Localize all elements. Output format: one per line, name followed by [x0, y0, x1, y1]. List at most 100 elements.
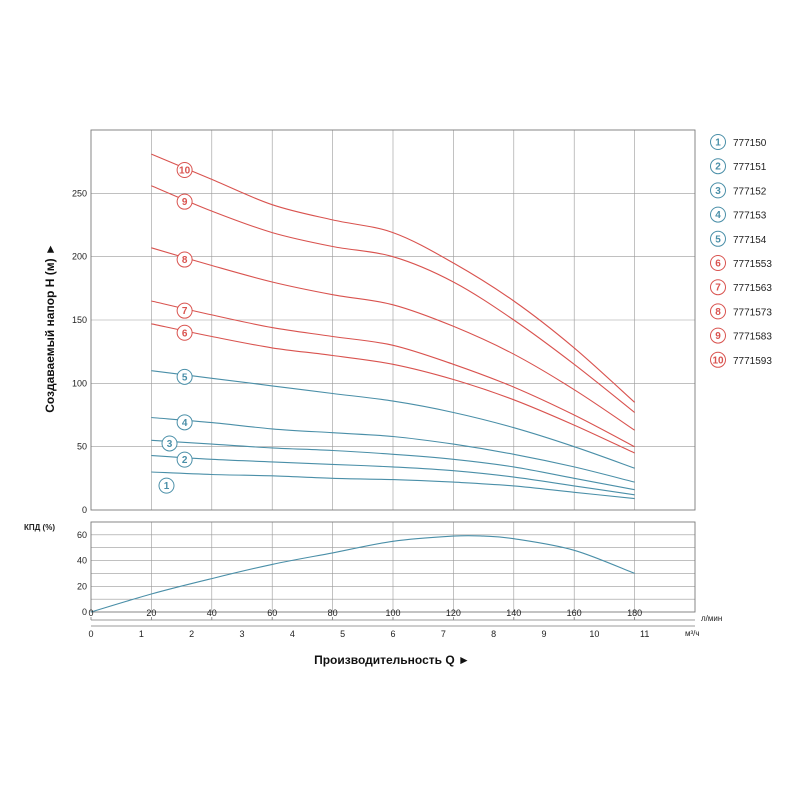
curve-marker-label-1: 1	[164, 481, 170, 492]
legend-marker-8	[710, 303, 726, 320]
x-m3h-tick-label: 1	[139, 629, 144, 639]
head-plot-frame	[90, 129, 696, 511]
legend-marker-10	[710, 351, 726, 368]
head-y-tick-label: 100	[72, 378, 87, 388]
curve-marker-label-9: 9	[182, 197, 188, 208]
x-m3h-tick-label: 2	[189, 629, 194, 639]
eff-y-tick-label: 20	[77, 581, 87, 591]
x-m3h-tick-label: 10	[589, 629, 599, 639]
eff-y-tick-label: 0	[82, 607, 87, 617]
x-m3h-tick-label: 4	[290, 629, 295, 639]
x-m3h-tick-label: 9	[541, 629, 546, 639]
head-curve-10	[151, 153, 635, 403]
legend-marker-label: 8	[715, 307, 721, 318]
curve-marker-10	[176, 162, 193, 178]
curve-marker-label-3: 3	[167, 439, 173, 450]
legend-item-code: 7771583	[733, 332, 772, 343]
x-m3h-tick-label: 7	[441, 629, 446, 639]
head-curve-1	[151, 471, 635, 500]
legend-marker-label: 1	[715, 138, 721, 149]
curve-marker-9	[176, 193, 193, 210]
x-lpm-tick-label: 60	[267, 608, 277, 618]
head-curve-2	[151, 454, 635, 496]
x-lpm-tick-label: 0	[88, 608, 93, 618]
legend-marker-label: 7	[715, 283, 721, 294]
legend-item-code: 7771573	[733, 307, 772, 318]
legend-marker-label: 6	[715, 259, 721, 270]
x-m3h-tick-label: 6	[390, 629, 395, 639]
legend-item-code: 777150	[733, 138, 767, 149]
legend-marker-label: 5	[715, 234, 721, 245]
curve-marker-2	[176, 451, 193, 468]
efficiency-curve	[90, 535, 635, 613]
x-m3h-tick-label: 11	[640, 629, 649, 639]
x-lpm-tick-label: 100	[385, 608, 400, 618]
legend-marker-7	[710, 279, 726, 296]
legend-item-code: 777153	[733, 211, 767, 222]
curve-marker-4	[176, 414, 193, 431]
legend-item-code: 7771563	[733, 283, 772, 294]
x-m3h-tick-label: 8	[491, 629, 496, 639]
x-m3h-tick-label: 5	[340, 629, 345, 639]
curve-marker-label-7: 7	[182, 306, 188, 317]
curve-marker-label-8: 8	[182, 255, 188, 266]
legend-marker-9	[710, 327, 726, 344]
x-lpm-tick-label: 140	[506, 608, 521, 618]
x-m3h-tick-label: 3	[239, 629, 244, 639]
curve-marker-1	[158, 477, 175, 494]
legend-item-code: 777151	[733, 162, 767, 173]
head-y-tick-label: 250	[72, 188, 87, 198]
x-lpm-tick-label: 160	[567, 608, 582, 618]
curve-marker-3	[161, 435, 178, 452]
curve-marker-label-6: 6	[182, 328, 188, 339]
eff-y-tick-label: 40	[77, 556, 87, 566]
legend-item-code: 777154	[733, 235, 767, 246]
head-curve-4	[151, 416, 635, 483]
x-lpm-tick-label: 40	[207, 608, 217, 618]
x-axis-title: Производительность Q ►	[314, 653, 470, 667]
head-curve-5	[151, 370, 635, 469]
head-y-tick-label: 150	[72, 315, 87, 325]
legend-item-code: 777152	[733, 186, 767, 197]
head-curve-6	[151, 323, 635, 454]
curve-marker-label-2: 2	[182, 455, 188, 466]
legend-marker-4	[710, 206, 726, 223]
head-y-tick-label: 50	[77, 442, 87, 452]
x-lpm-tick-label: 20	[146, 608, 156, 618]
head-curve-9	[151, 185, 635, 413]
legend-marker-label: 4	[715, 210, 721, 221]
eff-plot-frame	[90, 521, 696, 613]
head-curve-8	[151, 247, 635, 431]
x-lpm-unit: л/мин	[701, 614, 722, 623]
curve-marker-6	[176, 324, 193, 341]
legend-marker-3	[710, 182, 726, 199]
legend-marker-6	[710, 255, 726, 271]
head-y-tick-label: 0	[82, 505, 87, 515]
curve-marker-5	[176, 368, 193, 385]
curve-marker-label-5: 5	[182, 372, 188, 383]
x-lpm-tick-label: 80	[328, 608, 338, 618]
x-axes: 0 20 40 60 80 100 120 140 160 180 л/мин 0 1 2 3 4 5 6 7 8 9 1…	[88, 608, 722, 667]
head-y-axis-title: Создаваемый напор H (м) ►	[43, 243, 57, 413]
x-lpm-tick-label: 120	[446, 608, 461, 618]
curve-marker-label-4: 4	[182, 418, 188, 429]
eff-y-axis-title: КПД (%)	[24, 523, 55, 532]
head-curve-3	[151, 439, 635, 491]
curve-marker-8	[176, 251, 193, 268]
legend-marker-2	[710, 158, 726, 175]
curve-marker-7	[176, 302, 193, 319]
curve-marker-label-10: 10	[179, 166, 191, 177]
head-y-tick-label: 200	[72, 252, 87, 262]
legend-item-code: 7771593	[733, 356, 772, 367]
legend-marker-label: 9	[715, 331, 721, 342]
eff-y-tick-label: 60	[77, 530, 87, 540]
legend-marker-label: 10	[712, 355, 724, 366]
legend-marker-5	[710, 230, 726, 247]
head-chart: 0 50 100 150 200 250 Создаваемый напор H (м) ►…	[43, 129, 696, 515]
head-curve-7	[151, 300, 635, 448]
legend-marker-1	[710, 134, 726, 150]
x-m3h-unit: м³/ч	[685, 629, 700, 638]
legend-marker-label: 3	[715, 186, 721, 197]
